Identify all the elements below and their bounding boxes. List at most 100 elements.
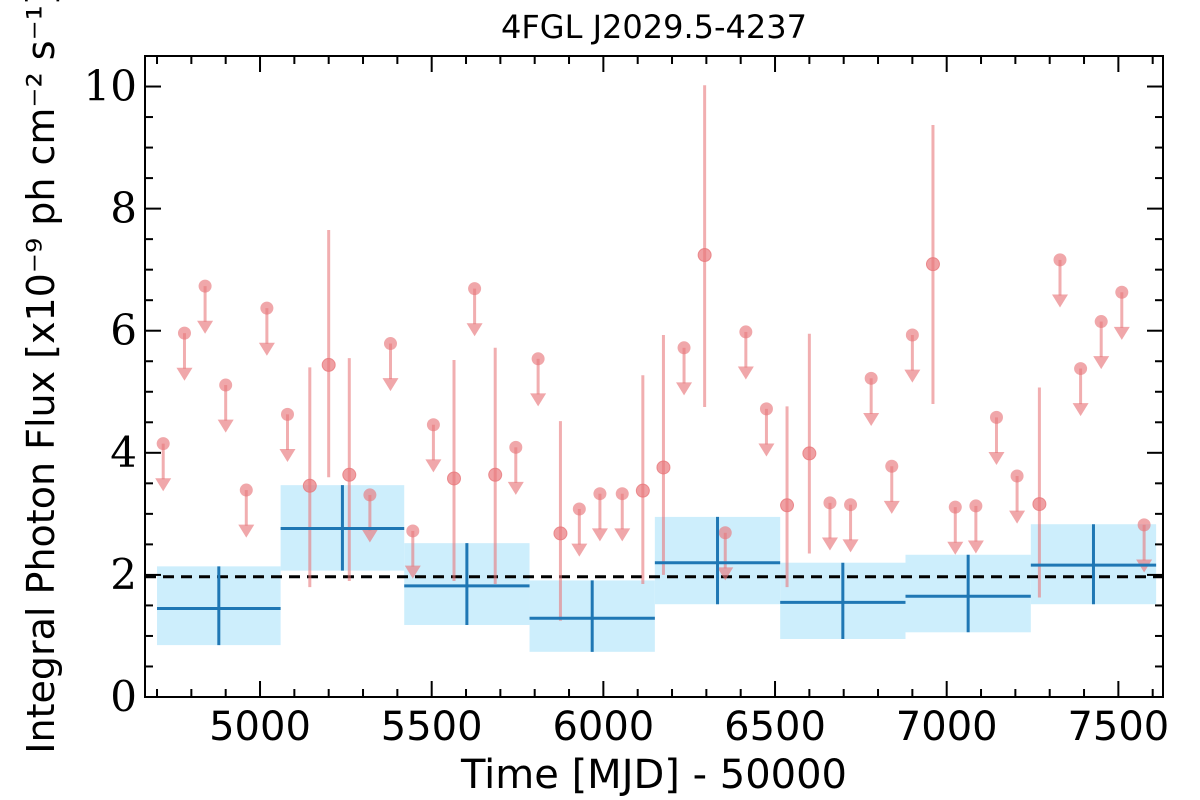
detection-point xyxy=(488,467,503,482)
detection-point xyxy=(656,460,671,475)
upper-limit-arrow xyxy=(404,565,421,579)
upper-limit-point xyxy=(1053,253,1067,267)
upper-limit-arrow xyxy=(967,540,984,554)
y-tick-label: 0 xyxy=(110,672,137,721)
upper-limit-arrow xyxy=(758,443,775,457)
upper-limit-arrow xyxy=(217,419,234,433)
upper-limit-arrow xyxy=(947,541,964,555)
upper-limit-arrow xyxy=(904,369,921,383)
upper-limit-arrow xyxy=(1113,326,1130,340)
upper-limit-arrow xyxy=(988,452,1005,466)
x-tick-label: 7500 xyxy=(1067,704,1169,750)
upper-limit-point xyxy=(1010,469,1024,483)
upper-limit-arrow xyxy=(676,382,693,396)
upper-limit-arrow xyxy=(238,524,255,538)
y-axis-label: Integral Photon Flux [x10⁻⁹ ph cm⁻² s⁻¹] xyxy=(19,0,63,754)
upper-limit-arrow xyxy=(279,448,296,462)
upper-limit-arrow xyxy=(466,323,483,337)
upper-limit-point xyxy=(844,498,858,512)
upper-limit-point xyxy=(1074,362,1088,376)
upper-limit-arrow xyxy=(155,478,172,492)
upper-limit-arrow xyxy=(1051,294,1068,308)
detection-point xyxy=(780,498,795,513)
upper-limit-point xyxy=(406,524,420,538)
upper-limit-arrow xyxy=(883,500,900,514)
upper-limit-arrow xyxy=(614,528,631,542)
upper-limit-point xyxy=(989,410,1003,424)
upper-limit-arrow xyxy=(176,367,193,381)
upper-limit-arrow xyxy=(821,537,838,551)
upper-limit-point xyxy=(969,499,983,513)
upper-limit-arrow xyxy=(507,481,524,495)
x-tick-label: 5000 xyxy=(209,704,311,750)
upper-limit-point xyxy=(718,526,732,540)
upper-limit-point xyxy=(363,488,377,502)
upper-limit-point xyxy=(531,352,545,366)
x-axis-label: Time [MJD] - 50000 xyxy=(460,752,847,798)
upper-limit-arrow xyxy=(1093,356,1110,370)
x-tick-label: 5500 xyxy=(381,704,483,750)
upper-limit-point xyxy=(156,437,170,451)
detection-point xyxy=(635,483,650,498)
plot-frame xyxy=(144,55,1164,698)
y-tick-label: 10 xyxy=(84,62,137,111)
detection-point xyxy=(342,467,357,482)
upper-limit-arrow xyxy=(717,567,734,581)
upper-limit-point xyxy=(260,301,274,315)
upper-limit-point xyxy=(219,378,233,392)
plot-area: 5000 5500 6000 6500 7000 7500 0 2 4 6 8 10 xyxy=(84,55,1169,750)
detection-point xyxy=(802,446,817,461)
upper-limit-arrow xyxy=(197,320,214,334)
upper-limit-point xyxy=(615,487,629,501)
upper-limit-arrow xyxy=(1009,510,1026,524)
upper-limit-point xyxy=(1137,518,1151,532)
upper-limit-arrow xyxy=(258,342,275,356)
upper-limit-arrow xyxy=(591,528,608,542)
upper-limit-point xyxy=(468,282,482,296)
upper-limit-point xyxy=(593,487,607,501)
x-tick-label: 7000 xyxy=(896,704,998,750)
detection-point xyxy=(697,248,712,263)
detection-point xyxy=(925,257,940,272)
upper-limit-arrow xyxy=(863,412,880,426)
upper-limit-point xyxy=(885,459,899,473)
y-tick-label: 8 xyxy=(110,184,137,233)
upper-limit-point xyxy=(864,371,878,385)
upper-limit-point xyxy=(509,440,523,454)
upper-limit-point xyxy=(1115,285,1129,299)
y-tick-label: 4 xyxy=(110,428,137,477)
upper-limit-point xyxy=(572,502,586,516)
upper-limit-point xyxy=(759,402,773,416)
upper-limit-point xyxy=(177,326,191,340)
upper-limit-arrow xyxy=(571,543,588,557)
x-tick-label: 6000 xyxy=(552,704,654,750)
upper-limit-point xyxy=(198,279,212,293)
upper-limit-point xyxy=(383,337,397,351)
y-tick-label: 6 xyxy=(110,306,137,355)
upper-limit-point xyxy=(739,325,753,339)
upper-limit-point xyxy=(677,341,691,355)
x-tick-label: 6500 xyxy=(724,704,826,750)
upper-limit-point xyxy=(823,496,837,510)
upper-limit-point xyxy=(239,483,253,497)
chart-title: 4FGL J2029.5-4237 xyxy=(501,8,807,46)
upper-limit-arrow xyxy=(382,378,399,392)
upper-limit-arrow xyxy=(361,529,378,543)
upper-limit-point xyxy=(426,418,440,432)
detection-point xyxy=(321,357,336,372)
upper-limit-arrow xyxy=(842,539,859,553)
upper-limit-point xyxy=(1094,315,1108,329)
upper-limit-arrow xyxy=(425,459,442,473)
upper-limit-point xyxy=(905,328,919,342)
detection-point xyxy=(1032,497,1047,512)
upper-limit-point xyxy=(948,500,962,514)
upper-limit-arrow xyxy=(1072,403,1089,417)
upper-limit-arrow xyxy=(737,366,754,380)
detection-point xyxy=(447,471,462,486)
upper-limit-point xyxy=(280,407,294,421)
upper-limit-arrow xyxy=(530,393,547,407)
y-tick-label: 2 xyxy=(110,550,137,599)
detection-point xyxy=(553,526,568,541)
detection-point xyxy=(302,478,317,493)
